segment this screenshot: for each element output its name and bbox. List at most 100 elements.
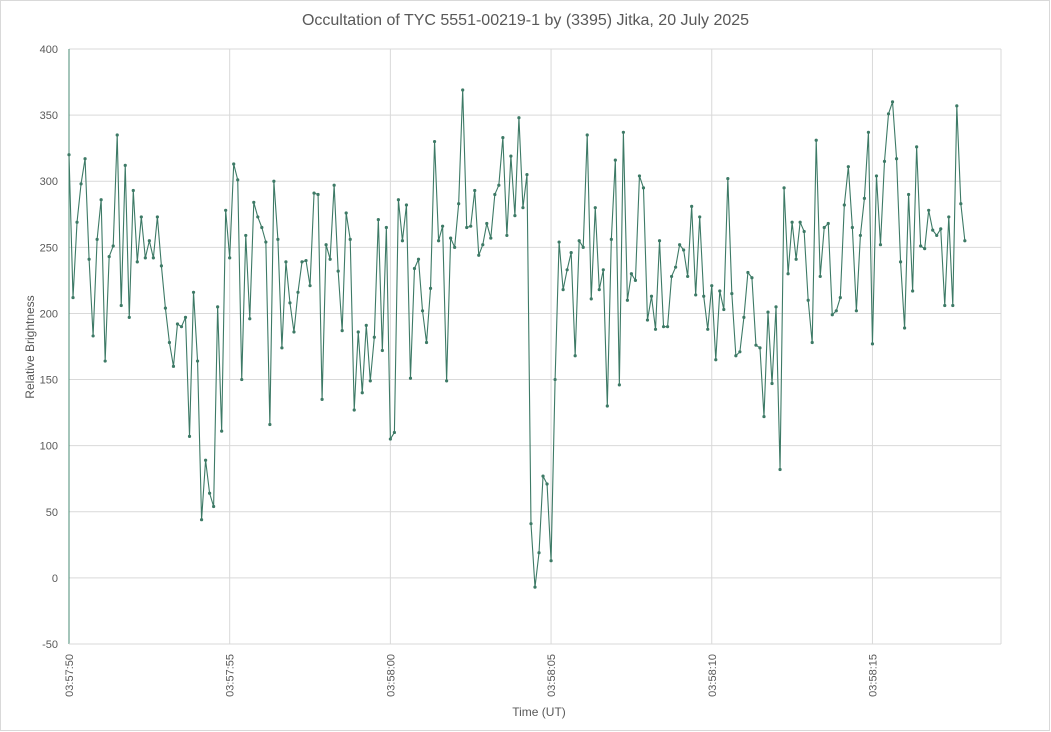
data-point: [344, 211, 348, 215]
data-point: [818, 274, 822, 279]
data-point: [931, 228, 935, 232]
data-point: [332, 183, 336, 187]
data-point: [858, 233, 863, 238]
data-point: [424, 340, 429, 345]
data-point: [268, 422, 272, 427]
data-point: [722, 307, 726, 312]
data-point: [939, 227, 943, 231]
data-point: [694, 293, 698, 297]
data-point: [585, 133, 589, 137]
y-tick-label: 400: [40, 44, 58, 56]
data-point: [477, 253, 481, 257]
data-point: [260, 225, 264, 230]
data-point: [834, 309, 838, 313]
data-point: [806, 298, 810, 302]
data-point: [802, 229, 806, 234]
data-point: [573, 354, 577, 358]
data-point: [943, 303, 947, 308]
series-line: [68, 89, 966, 588]
data-point: [324, 243, 328, 247]
data-point: [621, 130, 625, 134]
data-point: [669, 274, 674, 279]
y-tick-label: 100: [40, 441, 58, 453]
chart-title: Occultation of TYC 5551-00219-1 by (3395…: [301, 12, 750, 29]
data-point: [199, 518, 204, 522]
data-point: [252, 200, 256, 204]
data-point: [155, 215, 159, 219]
data-point: [822, 225, 826, 230]
data-point: [838, 295, 842, 300]
y-tick-label: 250: [40, 242, 58, 254]
data-point: [308, 284, 312, 288]
data-point: [766, 310, 770, 314]
data-point: [686, 274, 690, 279]
data-point: [123, 163, 127, 167]
data-point: [175, 322, 180, 326]
data-point: [786, 272, 790, 276]
data-point: [195, 359, 200, 363]
data-point: [517, 116, 521, 120]
data-point: [208, 491, 212, 495]
data-point: [83, 157, 87, 161]
data-point: [127, 315, 131, 320]
data-point: [469, 224, 473, 228]
data-point: [826, 221, 830, 226]
data-point: [473, 188, 477, 193]
data-point: [380, 348, 384, 353]
x-tick-label: 03:58:15: [867, 654, 879, 697]
data-point: [923, 247, 927, 251]
data-point: [678, 243, 682, 247]
x-tick-label: 03:58:10: [707, 654, 719, 697]
data-point: [368, 379, 372, 383]
data-point: [505, 233, 509, 238]
y-tick-labels: 400 350 300 250 200 150 100 50 0 -50: [40, 44, 58, 651]
data-point: [392, 430, 396, 435]
vertical-gridlines: [68, 49, 1002, 644]
data-point: [907, 192, 911, 197]
data-point: [742, 315, 746, 320]
data-point: [135, 260, 139, 264]
data-point: [304, 258, 308, 263]
y-tick-label: -50: [42, 639, 58, 651]
data-point: [236, 178, 240, 182]
data-point: [320, 397, 324, 401]
data-point: [734, 354, 738, 358]
data-point: [609, 237, 613, 241]
data-point: [690, 204, 694, 208]
data-point: [352, 408, 356, 412]
x-axis-title: Time (UT): [512, 705, 566, 719]
data-point: [400, 239, 405, 243]
data-point: [774, 305, 778, 309]
data-point: [919, 244, 923, 248]
data-point: [95, 237, 99, 241]
data-point: [115, 133, 119, 137]
data-point: [212, 504, 216, 509]
data-point: [272, 179, 276, 183]
data-point: [75, 220, 79, 224]
data-point: [288, 301, 292, 305]
data-point: [842, 203, 846, 207]
data-point: [441, 224, 445, 228]
data-point: [561, 288, 565, 292]
data-point: [465, 225, 469, 230]
data-point: [481, 243, 485, 247]
data-point: [714, 358, 718, 362]
data-point: [328, 257, 332, 261]
data-point: [955, 104, 959, 108]
data-point: [866, 130, 871, 134]
data-point: [593, 206, 597, 210]
data-point: [525, 173, 529, 177]
data-point: [565, 268, 569, 272]
y-tick-label: 0: [52, 573, 58, 585]
data-point: [894, 157, 899, 161]
data-point: [726, 176, 730, 181]
data-point: [408, 376, 413, 380]
y-tick-label: 350: [40, 110, 58, 122]
data-point: [67, 153, 71, 157]
data-point: [645, 318, 650, 322]
data-point: [730, 292, 734, 296]
data-point: [432, 139, 437, 144]
data-point: [151, 256, 155, 260]
data-point: [428, 286, 433, 290]
data-point: [348, 237, 352, 241]
